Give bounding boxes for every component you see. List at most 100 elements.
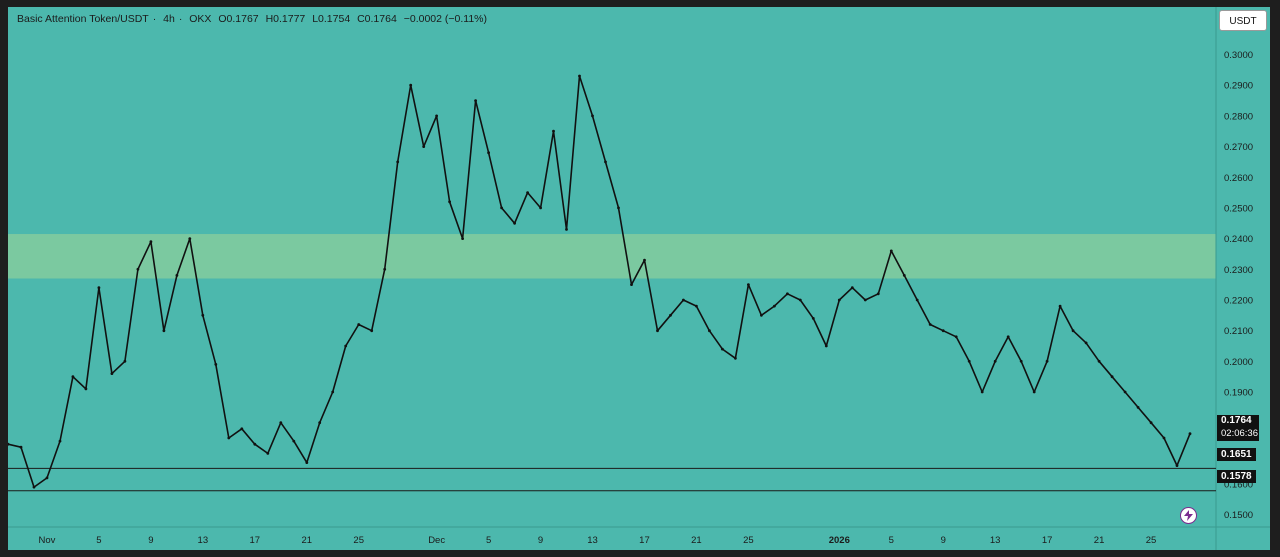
price-point-47 (617, 206, 620, 210)
price-point-77 (1006, 335, 1010, 339)
current-price-value: 0.1764 (1221, 415, 1252, 426)
price-point-45 (591, 114, 594, 118)
price-series-line (8, 75, 1191, 488)
price-point-9 (123, 359, 127, 363)
y-tick-label-5: 0.2000 (1224, 357, 1253, 368)
price-point-8 (110, 372, 114, 375)
y-tick-label-6: 0.2100 (1224, 326, 1253, 337)
price-point-53 (695, 304, 698, 308)
support-1-price-tag: 0.1651 (1217, 448, 1256, 461)
x-tick-label-7: Dec (428, 535, 445, 546)
price-point-46 (604, 160, 607, 164)
y-tick-label-4: 0.1900 (1224, 388, 1253, 399)
symbol-legend: Basic Attention Token/USDT · 4h · OKX O0.1… (17, 13, 491, 25)
x-tick-label-19: 21 (1094, 535, 1105, 546)
price-point-43 (565, 228, 568, 231)
price-point-36 (474, 99, 477, 102)
x-tick-label-15: 5 (889, 535, 894, 546)
price-point-65 (850, 286, 854, 290)
price-point-18 (240, 427, 244, 431)
price-point-13 (175, 274, 179, 277)
chart-canvas[interactable]: 0.15000.16000.17000.18000.19000.20000.21… (8, 7, 1270, 550)
price-point-56 (734, 356, 737, 360)
price-point-42 (552, 129, 555, 133)
price-point-49 (643, 258, 646, 262)
price-chart-svg[interactable]: 0.15000.16000.17000.18000.19000.20000.21… (8, 7, 1270, 550)
x-tick-label-6: 25 (353, 535, 364, 546)
price-point-26 (344, 344, 348, 348)
y-tick-label-12: 0.2700 (1224, 142, 1253, 153)
price-point-4 (58, 439, 62, 443)
x-tick-label-4: 17 (250, 535, 261, 546)
price-point-52 (682, 298, 685, 302)
price-point-23 (305, 461, 309, 464)
y-tick-label-9: 0.2400 (1224, 234, 1253, 245)
price-point-0 (8, 442, 10, 446)
x-tick-label-20: 25 (1146, 535, 1157, 546)
legend-change: −0.0002 (−0.11%) (403, 13, 488, 25)
legend-close: C0.1764 (357, 13, 397, 25)
price-point-25 (331, 390, 335, 394)
price-point-28 (370, 329, 374, 333)
y-tick-label-1: 0.1600 (1224, 480, 1253, 491)
x-tick-label-18: 17 (1042, 535, 1053, 546)
price-point-17 (227, 436, 231, 440)
price-point-50 (656, 329, 659, 333)
price-point-86 (1123, 390, 1127, 394)
legend-separator-2: · (178, 13, 183, 25)
price-point-75 (980, 390, 984, 394)
y-tick-label-11: 0.2600 (1224, 173, 1253, 184)
y-tick-label-7: 0.2200 (1224, 295, 1253, 306)
price-point-80 (1045, 359, 1049, 363)
price-point-66 (863, 298, 867, 302)
price-point-82 (1071, 329, 1075, 333)
price-point-78 (1019, 359, 1023, 363)
lightning-button[interactable] (1180, 507, 1197, 524)
price-point-22 (292, 439, 296, 443)
y-tick-label-0: 0.1500 (1224, 510, 1253, 521)
x-tick-label-13: 25 (743, 535, 754, 546)
x-tick-label-3: 13 (198, 535, 209, 546)
price-point-41 (539, 206, 542, 210)
price-point-60 (786, 292, 789, 296)
price-point-67 (876, 292, 880, 296)
price-point-32 (422, 145, 426, 149)
x-tick-label-16: 9 (941, 535, 946, 546)
price-point-35 (461, 237, 464, 241)
price-point-85 (1110, 375, 1114, 379)
price-point-69 (902, 274, 906, 277)
price-point-38 (500, 206, 503, 210)
price-point-16 (214, 363, 218, 366)
price-point-62 (811, 317, 815, 320)
price-point-31 (409, 83, 413, 87)
x-tick-label-11: 17 (639, 535, 650, 546)
price-point-1 (19, 445, 23, 449)
price-point-48 (630, 283, 633, 286)
x-tick-label-10: 13 (587, 535, 598, 546)
x-tick-label-8: 5 (486, 535, 491, 546)
support-2-price-tag: 0.1578 (1217, 470, 1256, 483)
x-tick-label-1: 5 (96, 535, 101, 546)
price-point-10 (136, 267, 140, 271)
y-tick-label-14: 0.2900 (1224, 81, 1253, 92)
x-tick-label-17: 13 (990, 535, 1001, 546)
y-tick-label-15: 0.3000 (1224, 50, 1253, 61)
price-point-57 (747, 283, 750, 286)
price-point-83 (1084, 341, 1088, 345)
price-point-24 (318, 421, 322, 425)
price-point-19 (253, 442, 257, 446)
currency-button[interactable]: USDT (1219, 10, 1267, 31)
price-point-71 (928, 323, 932, 326)
x-tick-label-2: 9 (148, 535, 153, 546)
price-point-5 (71, 375, 75, 379)
price-point-89 (1162, 436, 1166, 440)
price-point-84 (1097, 359, 1101, 363)
price-point-87 (1136, 406, 1140, 409)
price-point-63 (824, 344, 828, 348)
x-tick-label-14: 2026 (829, 535, 850, 546)
legend-high: H0.1777 (265, 13, 306, 25)
price-point-76 (993, 359, 997, 363)
price-point-39 (513, 221, 516, 225)
price-point-33 (435, 114, 438, 118)
price-point-37 (487, 151, 490, 155)
